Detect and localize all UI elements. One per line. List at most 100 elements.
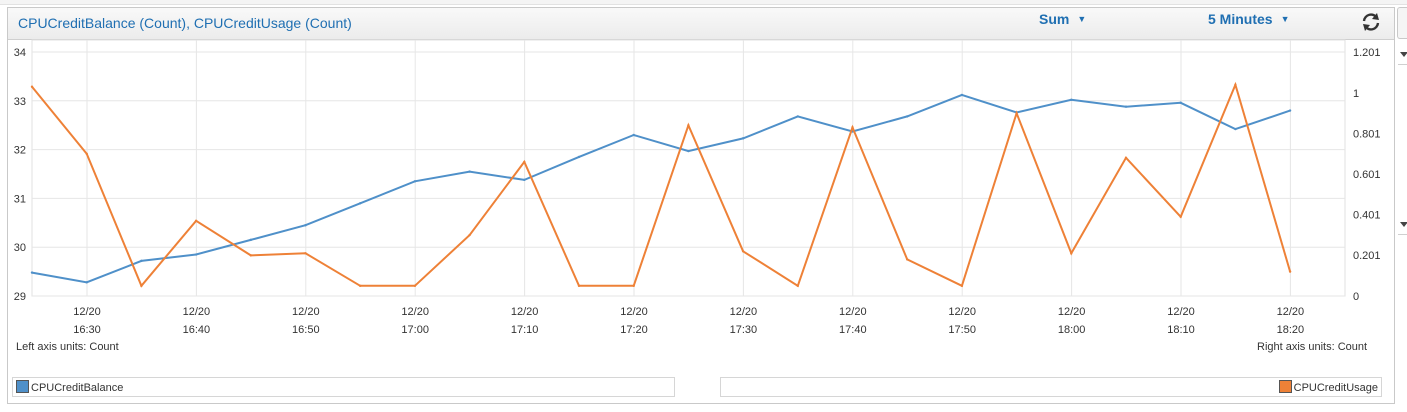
statistic-dropdown[interactable]: Sum ▼ — [1039, 11, 1086, 27]
x-tick-label-time: 17:30 — [730, 324, 758, 336]
x-tick-label-date: 12/20 — [183, 306, 211, 318]
x-tick-label-time: 16:50 — [292, 324, 320, 336]
left-tick-label: 29 — [14, 291, 26, 303]
data-point-cpucreditbalance — [1070, 98, 1073, 102]
series-line-cpucreditusage — [31, 81, 1292, 288]
data-point-cpucreditbalance — [249, 238, 252, 242]
left-axis-units: Left axis units: Count — [16, 341, 119, 353]
right-tick-label: 0 — [1353, 291, 1359, 303]
widget-header: CPUCreditBalance (Count), CPUCreditUsage… — [8, 8, 1394, 40]
data-point-cpucreditusage — [577, 284, 581, 288]
data-point-cpucreditbalance — [796, 115, 799, 118]
legend-swatch-usage — [1278, 380, 1292, 393]
data-point-cpucreditbalance — [359, 202, 362, 205]
data-point-cpucreditusage — [906, 258, 909, 261]
left-tick-label: 31 — [14, 193, 26, 205]
side-divider — [1398, 234, 1407, 235]
metric-widget: CPUCreditBalance (Count), CPUCreditUsage… — [7, 7, 1395, 404]
x-tick-label-time: 17:00 — [401, 324, 429, 336]
data-point-cpucreditusage — [632, 284, 635, 288]
data-point-cpucreditusage — [359, 284, 362, 288]
data-point-cpucreditbalance — [1288, 109, 1292, 112]
right-tick-label: 1.201 — [1353, 47, 1381, 59]
statistic-label: Sum — [1039, 11, 1070, 27]
data-point-cpucreditusage — [194, 219, 198, 223]
right-tick-label: 0.601 — [1353, 169, 1381, 181]
data-point-cpucreditbalance — [85, 281, 88, 284]
data-point-cpucreditusage — [249, 254, 252, 257]
x-tick-label-time: 17:20 — [620, 324, 648, 336]
legend-left: CPUCreditBalance — [12, 377, 675, 397]
data-point-cpucreditusage — [741, 250, 745, 253]
data-point-cpucreditbalance — [906, 115, 909, 118]
data-point-cpucreditusage — [1288, 270, 1292, 273]
data-point-cpucreditusage — [1124, 156, 1128, 160]
data-point-cpucreditusage — [960, 284, 964, 288]
data-point-cpucreditusage — [140, 284, 143, 288]
right-axis-units: Right axis units: Count — [1257, 341, 1368, 353]
x-tick-label-time: 17:50 — [948, 324, 976, 336]
collapse-arrow-icon[interactable] — [1400, 52, 1407, 57]
x-tick-label-time: 18:20 — [1277, 324, 1305, 336]
x-tick-label-date: 12/20 — [1058, 306, 1086, 318]
right-tick-label: 0.801 — [1353, 128, 1381, 140]
right-tick-label: 0.401 — [1353, 210, 1381, 222]
left-tick-label: 30 — [14, 242, 26, 254]
data-point-cpucreditusage — [796, 284, 799, 288]
x-tick-label-date: 12/20 — [401, 306, 429, 318]
data-point-cpucreditusage — [413, 284, 417, 288]
widget-title: CPUCreditBalance (Count), CPUCreditUsage… — [18, 15, 352, 31]
x-tick-label-time: 18:00 — [1058, 324, 1086, 336]
x-tick-label-time: 18:10 — [1167, 324, 1195, 336]
x-tick-label-date: 12/20 — [948, 306, 976, 318]
collapse-arrow-icon[interactable] — [1400, 222, 1407, 227]
data-point-cpucreditbalance — [577, 155, 581, 159]
right-tick-label: 0.201 — [1353, 250, 1381, 262]
data-point-cpucreditusage — [1179, 215, 1182, 218]
data-point-cpucreditbalance — [687, 149, 690, 153]
x-tick-label-date: 12/20 — [620, 306, 648, 318]
data-point-cpucreditbalance — [1124, 105, 1128, 108]
x-tick-label-time: 16:30 — [73, 324, 101, 336]
x-tick-label-date: 12/20 — [730, 306, 758, 318]
legend-right: CPUCreditUsage — [720, 377, 1382, 397]
x-tick-label-date: 12/20 — [839, 306, 867, 318]
chevron-down-icon: ▼ — [1077, 14, 1087, 24]
side-divider — [1398, 64, 1407, 65]
data-point-cpucreditbalance — [468, 170, 471, 173]
legend-label-balance[interactable]: CPUCreditBalance — [31, 382, 124, 394]
plot-area — [31, 39, 1346, 297]
period-dropdown[interactable]: 5 Minutes ▼ — [1208, 11, 1290, 27]
x-tick-label-date: 12/20 — [73, 306, 101, 318]
data-point-cpucreditbalance — [741, 137, 745, 140]
x-tick-label-time: 17:10 — [511, 324, 539, 336]
left-tick-label: 33 — [14, 96, 26, 108]
legend-label-usage[interactable]: CPUCreditUsage — [1293, 382, 1378, 394]
data-point-cpucreditbalance — [304, 224, 307, 227]
data-point-cpucreditusage — [30, 85, 34, 88]
side-panel-tab[interactable] — [1397, 7, 1407, 39]
data-point-cpucreditusage — [1234, 83, 1237, 86]
data-point-cpucreditbalance — [1234, 127, 1237, 131]
x-tick-label-date: 12/20 — [292, 306, 320, 318]
data-point-cpucreditusage — [1070, 252, 1073, 255]
data-point-cpucreditbalance — [413, 180, 417, 183]
data-point-cpucreditusage — [304, 252, 307, 255]
chevron-down-icon: ▼ — [1280, 14, 1290, 24]
refresh-icon[interactable] — [1360, 11, 1382, 33]
period-label: 5 Minutes — [1208, 11, 1273, 27]
x-tick-label-time: 16:40 — [183, 324, 211, 336]
data-point-cpucreditbalance — [30, 271, 34, 274]
x-tick-label-date: 12/20 — [1277, 306, 1305, 318]
data-point-cpucreditbalance — [140, 259, 143, 263]
x-tick-label-time: 17:40 — [839, 324, 867, 336]
data-point-cpucreditbalance — [960, 93, 964, 97]
data-point-cpucreditbalance — [632, 133, 635, 137]
x-tick-label-date: 12/20 — [1167, 306, 1195, 318]
legend-swatch-balance — [16, 380, 29, 393]
data-point-cpucreditusage — [523, 160, 526, 164]
data-point-cpucreditusage — [85, 152, 88, 155]
right-tick-label: 1 — [1353, 88, 1359, 100]
data-point-cpucreditbalance — [1179, 101, 1182, 104]
